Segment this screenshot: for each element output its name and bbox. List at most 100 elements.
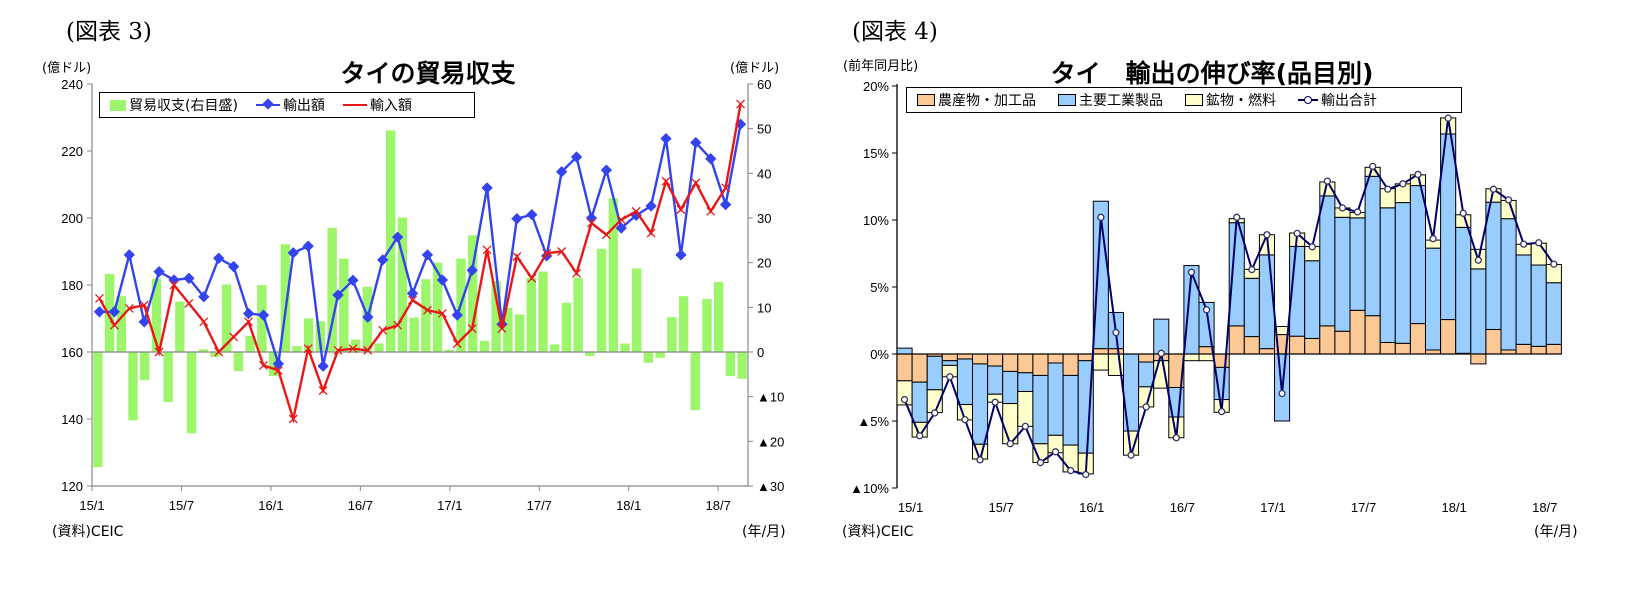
exports-point (645, 200, 657, 212)
agriculture-bar-segment (1379, 341, 1396, 355)
exports-point (198, 291, 210, 303)
right-axis-tick-label: 40 (757, 166, 771, 181)
total-exports-point (900, 395, 909, 404)
green-bar-swatch-icon (110, 99, 126, 111)
exports-line (99, 123, 742, 367)
trade-balance-bar (702, 298, 712, 352)
trade-balance-bar (561, 302, 572, 352)
x-axis-tick-label: 16/7 (1170, 500, 1195, 515)
industrial-bar-segment (1304, 260, 1321, 339)
agriculture-bar-segment (1243, 336, 1260, 355)
legend-item-agriculture: 農産物・加工品 (917, 90, 1036, 110)
agriculture-bar-segment (1334, 330, 1351, 355)
imports-point (661, 176, 671, 186)
imports-point (691, 178, 701, 188)
total-exports-point (1097, 213, 1105, 221)
total-exports-point (1504, 196, 1513, 204)
imports-point (557, 247, 567, 256)
agriculture-bar-segment (1394, 342, 1411, 355)
figure4-legend: 農産物・加工品 主要工業製品 鉱物・燃料 輸出合計 (906, 87, 1462, 113)
left-axis-tick-label: 220 (61, 144, 83, 159)
trade-balance-bar (550, 344, 560, 352)
x-axis-tick-label: 17/7 (1351, 500, 1376, 515)
imports-point (154, 347, 164, 357)
right-axis-tick-label: 50 (757, 122, 771, 137)
total-exports-point (1444, 114, 1452, 122)
total-exports-point (1067, 466, 1075, 475)
total-exports-point (1489, 185, 1498, 193)
imports-point (109, 320, 119, 330)
trade-balance-bar (678, 296, 689, 352)
trade-balance-bar (386, 130, 396, 352)
industrial-bar-segment (1334, 216, 1351, 332)
imports-point (646, 228, 656, 238)
trade-balance-bar (304, 318, 314, 352)
navy-circle-line-icon (1298, 96, 1318, 104)
exports-point (362, 311, 374, 323)
exports-point (391, 231, 404, 243)
industrial-bar-segment (1319, 195, 1336, 327)
x-axis-tick-label: 18/7 (1532, 500, 1557, 515)
imports-point (139, 300, 149, 310)
legend-label: 輸出額 (282, 98, 325, 114)
exports-point (436, 274, 449, 286)
exports-point (406, 287, 419, 300)
left-axis-tick-label: 160 (61, 345, 83, 360)
x-axis-tick-label: 16/1 (1079, 500, 1104, 515)
industrial-bar-segment (1047, 362, 1064, 436)
figure3-left-axis-unit: (億ドル) (42, 61, 92, 76)
exports-point (570, 151, 583, 163)
trade-balance-bar (491, 280, 501, 352)
trade-balance-bar (339, 258, 349, 352)
exports-point (138, 316, 150, 328)
trade-balance-bar (468, 235, 478, 352)
industrial-bar-segment (987, 365, 1004, 395)
imports-point (184, 298, 194, 308)
imports-point (303, 344, 313, 354)
imports-point (393, 320, 403, 330)
trade-balance-bar (93, 352, 103, 468)
imports-point (244, 317, 254, 327)
total-exports-point (1429, 235, 1437, 243)
agriculture-bar-segment (896, 353, 913, 382)
legend-item-trade-balance: 貿易収支(右目盛) (110, 95, 238, 115)
imports-point (124, 303, 134, 313)
x-axis-tick-label: 17/1 (1260, 500, 1285, 515)
trade-balance-bar (655, 352, 665, 358)
industrial-bar-segment (1032, 374, 1049, 445)
agriculture-bar-segment (1515, 343, 1532, 355)
total-exports-point (1051, 448, 1060, 456)
industrial-bar-segment (1062, 374, 1079, 446)
exports-point (451, 309, 463, 321)
trade-balance-bar (233, 352, 244, 372)
trade-balance-bar (140, 352, 150, 381)
industrial-bar-segment (1485, 201, 1502, 330)
agriculture-bar-segment (1032, 353, 1049, 376)
total-exports-point (1384, 185, 1392, 193)
legend-label: 鉱物・燃料 (1206, 93, 1276, 109)
legend-item-industrial: 主要工業製品 (1058, 90, 1163, 110)
total-exports-point (1520, 240, 1528, 248)
imports-point (169, 280, 179, 290)
trade-balance-bar (643, 352, 654, 363)
y-axis-tick-label: 0% (870, 347, 889, 362)
imports-point (736, 99, 746, 109)
y-axis-tick-label: 20% (863, 79, 889, 94)
x-axis-tick-label: 18/1 (1441, 500, 1466, 515)
trade-balance-bar (632, 268, 642, 352)
agriculture-bar-segment (987, 353, 1004, 367)
exports-point (213, 252, 225, 264)
imports-point (586, 218, 596, 228)
total-exports-point (1082, 470, 1090, 479)
x-axis-tick-label: 15/1 (898, 500, 923, 515)
right-axis-tick-label: 60 (757, 77, 771, 92)
industrial-bar-segment (1470, 268, 1487, 355)
trade-balance-bar (538, 271, 548, 352)
agriculture-bar-segment (1364, 315, 1381, 355)
total-exports-point (1308, 243, 1316, 251)
total-exports-point (991, 398, 999, 406)
industrial-bar-segment (1017, 372, 1034, 393)
imports-point (348, 344, 358, 354)
trade-balance-bar (585, 352, 595, 357)
trade-balance-bar (737, 352, 747, 379)
